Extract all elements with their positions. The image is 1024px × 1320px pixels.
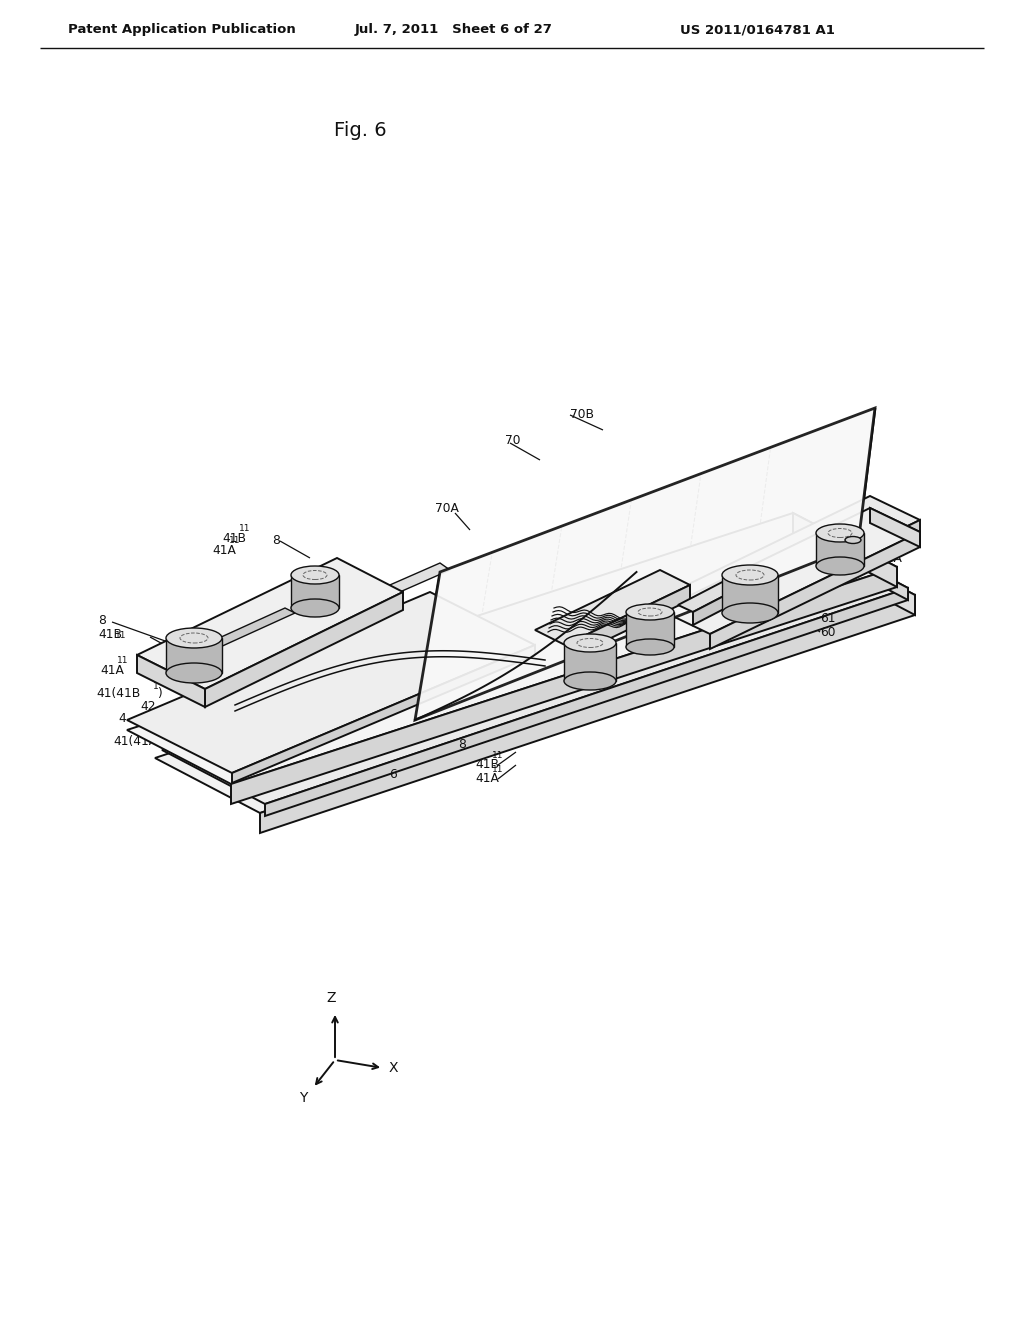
Polygon shape: [175, 609, 295, 663]
Text: 60: 60: [820, 626, 836, 639]
Polygon shape: [693, 585, 745, 624]
Ellipse shape: [626, 639, 674, 655]
Polygon shape: [810, 540, 915, 615]
Text: 71A: 71A: [878, 552, 902, 565]
Polygon shape: [166, 638, 222, 673]
Polygon shape: [127, 513, 897, 784]
Ellipse shape: [816, 524, 864, 543]
Text: 11: 11: [239, 524, 251, 533]
Polygon shape: [660, 496, 920, 622]
Polygon shape: [137, 655, 205, 708]
Text: Fig. 6: Fig. 6: [334, 120, 386, 140]
Text: 11: 11: [781, 591, 793, 601]
Text: 11: 11: [492, 751, 504, 760]
Polygon shape: [231, 568, 897, 804]
Text: Y: Y: [299, 1092, 307, 1105]
Text: 1: 1: [168, 730, 174, 739]
Ellipse shape: [722, 565, 778, 585]
Polygon shape: [793, 513, 897, 587]
Ellipse shape: [816, 557, 864, 576]
Text: 70B: 70B: [570, 408, 594, 421]
Text: 61: 61: [820, 611, 836, 624]
Ellipse shape: [166, 628, 222, 648]
Polygon shape: [870, 508, 920, 546]
Polygon shape: [722, 576, 778, 612]
Polygon shape: [137, 558, 403, 689]
Text: ⁱ71: ⁱ71: [868, 564, 886, 577]
Text: ): ): [157, 688, 162, 701]
Text: US 2011/0164781 A1: US 2011/0164781 A1: [680, 24, 835, 37]
Text: Jul. 7, 2011   Sheet 6 of 27: Jul. 7, 2011 Sheet 6 of 27: [355, 24, 553, 37]
Text: 8: 8: [272, 533, 280, 546]
Text: 41A: 41A: [100, 664, 124, 676]
Text: 70: 70: [505, 433, 520, 446]
Ellipse shape: [291, 566, 339, 583]
Text: Z: Z: [327, 991, 336, 1005]
Polygon shape: [291, 576, 339, 609]
Text: Patent Application Publication: Patent Application Publication: [68, 24, 296, 37]
Polygon shape: [535, 570, 690, 645]
Polygon shape: [710, 520, 920, 634]
Text: 8: 8: [730, 582, 738, 595]
Polygon shape: [710, 532, 920, 649]
Polygon shape: [127, 591, 535, 774]
Polygon shape: [260, 595, 915, 833]
Ellipse shape: [564, 634, 616, 652]
Text: 6: 6: [389, 768, 397, 781]
Polygon shape: [564, 643, 616, 681]
Polygon shape: [678, 578, 745, 612]
Ellipse shape: [626, 605, 674, 620]
Text: 41(41A: 41(41A: [113, 735, 157, 748]
Polygon shape: [805, 535, 908, 601]
Text: 41A: 41A: [475, 772, 499, 785]
Polygon shape: [205, 591, 403, 708]
Text: 42: 42: [140, 700, 156, 713]
Polygon shape: [626, 612, 674, 647]
Text: 71B: 71B: [868, 578, 892, 591]
Text: 41B: 41B: [98, 628, 122, 642]
Text: 41(41B: 41(41B: [96, 688, 140, 701]
Text: X: X: [388, 1061, 397, 1074]
Text: 41B: 41B: [764, 586, 788, 599]
Polygon shape: [660, 508, 920, 634]
Ellipse shape: [291, 599, 339, 616]
Text: ): ): [172, 735, 177, 748]
Ellipse shape: [166, 663, 222, 682]
Text: 41A: 41A: [764, 599, 787, 612]
Text: 41A: 41A: [212, 544, 236, 557]
Text: 11: 11: [781, 579, 793, 587]
Polygon shape: [415, 408, 874, 719]
Ellipse shape: [845, 536, 861, 544]
Polygon shape: [565, 585, 690, 660]
Text: 11: 11: [117, 656, 128, 665]
Ellipse shape: [722, 603, 778, 623]
Text: 70A: 70A: [435, 502, 459, 515]
Polygon shape: [265, 587, 908, 816]
Text: 8: 8: [458, 738, 466, 751]
Text: 41B: 41B: [222, 532, 246, 544]
Polygon shape: [162, 535, 908, 804]
Polygon shape: [816, 533, 864, 566]
Text: 11: 11: [115, 631, 127, 640]
Polygon shape: [232, 645, 535, 783]
Text: 8: 8: [98, 614, 105, 627]
Polygon shape: [310, 564, 450, 627]
Text: 1: 1: [153, 682, 159, 690]
Text: 41B: 41B: [475, 759, 499, 771]
Text: 4: 4: [118, 711, 126, 725]
Text: 71: 71: [868, 565, 884, 578]
Text: 11: 11: [492, 766, 504, 774]
Ellipse shape: [564, 672, 616, 690]
Text: 11: 11: [229, 536, 241, 545]
Polygon shape: [155, 540, 915, 813]
